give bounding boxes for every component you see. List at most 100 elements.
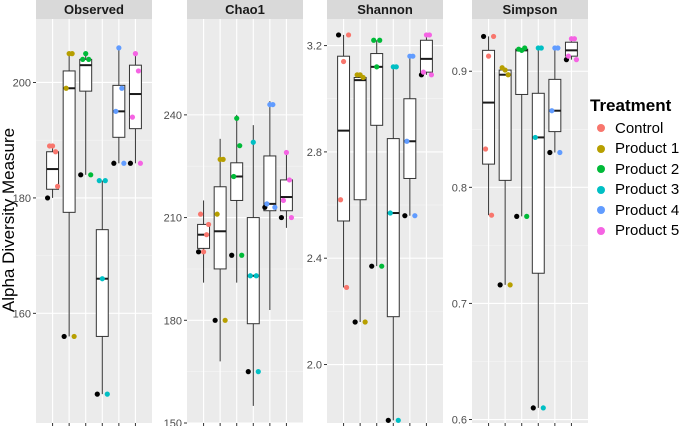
data-point xyxy=(557,149,563,156)
y-tick-label: 180 xyxy=(164,315,182,327)
data-point xyxy=(234,115,240,121)
data-point xyxy=(340,58,347,65)
y-tick-label: 3.2 xyxy=(307,41,322,53)
data-point xyxy=(549,108,555,114)
data-point xyxy=(286,177,293,183)
facet-simpson: Simpson 0.6 0.7 0.8 0.9 xyxy=(452,0,588,426)
data-point xyxy=(532,134,538,141)
data-point xyxy=(565,53,572,59)
data-point xyxy=(212,317,218,323)
legend-label-product-2: Product 2 xyxy=(615,160,680,178)
facet-chao1: Chao1 150 180 210 240 xyxy=(164,0,303,426)
legend-dot-product-1 xyxy=(597,144,605,153)
y-tick-label: 240 xyxy=(164,110,182,122)
legend-key xyxy=(590,221,612,241)
data-point xyxy=(197,211,204,217)
data-point xyxy=(214,211,220,217)
data-point xyxy=(497,282,503,288)
data-point xyxy=(231,173,237,180)
data-point xyxy=(63,85,69,91)
data-point xyxy=(116,45,122,51)
facet-shannon: Shannon 2.0 2.4 2.8 3.2 xyxy=(307,0,443,426)
legend-dot-product-2 xyxy=(597,165,605,174)
data-point xyxy=(111,160,117,166)
data-point xyxy=(66,51,72,57)
data-point xyxy=(280,197,287,204)
y-tick-label: 0.7 xyxy=(452,298,467,310)
data-point xyxy=(113,108,119,114)
box-product-4 xyxy=(403,98,417,179)
data-point xyxy=(278,214,285,221)
data-point xyxy=(86,56,92,63)
data-point xyxy=(507,282,513,288)
legend-item: Product 2 xyxy=(590,159,685,180)
data-point xyxy=(407,53,413,59)
data-point xyxy=(44,195,51,201)
data-point xyxy=(78,172,84,178)
data-point xyxy=(88,172,94,178)
facet-strip xyxy=(327,0,443,19)
y-tick-label: 0.9 xyxy=(452,66,467,78)
data-point xyxy=(99,276,105,282)
y-tick-label: 210 xyxy=(164,213,182,225)
facet-observed: Observed 160 180 200 xyxy=(13,0,152,426)
data-point xyxy=(488,212,495,218)
facet-title: Simpson xyxy=(503,2,558,17)
data-point xyxy=(94,391,100,397)
legend: Treatment Control Product 1 Product 2 Pr… xyxy=(590,96,685,241)
box-product-5 xyxy=(564,41,578,57)
y-tick-label: 2.8 xyxy=(307,147,322,159)
box-product-1 xyxy=(62,70,76,213)
data-point xyxy=(255,369,261,375)
data-point xyxy=(343,284,350,291)
data-point xyxy=(420,69,427,75)
y-tick-label: 150 xyxy=(164,418,182,426)
data-point xyxy=(83,51,89,57)
facet-title: Shannon xyxy=(357,2,413,17)
legend-item: Product 4 xyxy=(590,200,685,221)
data-point xyxy=(237,143,243,149)
data-point xyxy=(514,213,520,219)
box-product-1 xyxy=(498,69,512,181)
legend-dot-control xyxy=(597,124,605,133)
box-control xyxy=(482,49,496,165)
data-point xyxy=(505,72,511,78)
box-product-3 xyxy=(386,138,400,318)
data-point xyxy=(377,37,383,43)
data-point xyxy=(245,369,251,375)
y-tick-label: 2.0 xyxy=(307,360,322,372)
data-point xyxy=(61,333,67,340)
data-point xyxy=(337,197,344,203)
data-point xyxy=(535,45,541,51)
box-product-2 xyxy=(370,53,384,126)
data-point xyxy=(540,405,546,411)
data-point xyxy=(129,114,136,120)
legend-item: Product 1 xyxy=(590,139,685,160)
data-point xyxy=(502,67,508,73)
data-point xyxy=(387,210,393,216)
legend-key xyxy=(590,118,612,138)
box-product-1 xyxy=(213,186,227,270)
y-axis-title: Alpha Diversity Measure xyxy=(0,128,18,312)
data-point xyxy=(137,160,144,166)
box-product-4 xyxy=(263,155,277,212)
legend-dot-product-3 xyxy=(597,185,605,194)
data-point xyxy=(552,45,558,51)
data-point xyxy=(135,68,142,74)
data-point xyxy=(357,72,363,78)
facet-panels: Observed 160 180 200 Chao1 150 180 210 240 Shanno… xyxy=(13,0,588,426)
legend-item: Product 3 xyxy=(590,180,685,201)
legend-label-control: Control xyxy=(615,119,664,137)
data-point xyxy=(264,201,270,207)
facet-title: Observed xyxy=(64,2,124,17)
facet-strip xyxy=(187,0,303,19)
data-point xyxy=(49,143,56,149)
legend-key xyxy=(590,159,612,179)
box-product-3 xyxy=(95,229,109,337)
panel-background xyxy=(187,19,303,423)
data-point xyxy=(121,160,127,166)
data-point xyxy=(485,53,492,59)
data-point xyxy=(547,149,553,156)
data-point xyxy=(127,160,134,166)
